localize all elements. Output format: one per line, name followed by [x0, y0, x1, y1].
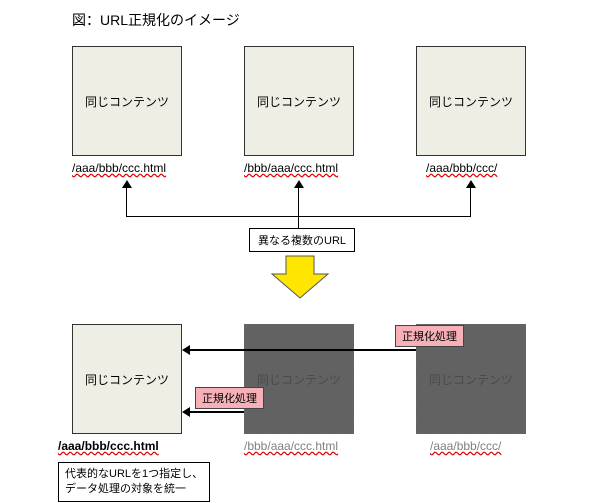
top-box-1-label: 同じコンテンツ [85, 93, 169, 110]
bottom-box-2-label: 同じコンテンツ [257, 371, 341, 388]
process-label-2: 正規化処理 [195, 387, 264, 409]
arrow1-head [182, 407, 190, 417]
line-v-center [298, 216, 299, 228]
top-box-3-label: 同じコンテンツ [429, 93, 513, 110]
bottom-box-1-label: 同じコンテンツ [85, 371, 169, 388]
arrow2-head [182, 345, 190, 355]
arrow1-h [190, 411, 244, 413]
bottom-box-1: 同じコンテンツ [72, 324, 182, 434]
diagram-canvas: 図：URL正規化のイメージ 同じコンテンツ /aaa/bbb/ccc.html … [0, 0, 600, 503]
merge-label: 異なる複数のURL [249, 228, 355, 252]
top-box-2-label: 同じコンテンツ [257, 93, 341, 110]
arrow2-h [190, 349, 416, 351]
bottom-caption-1: /aaa/bbb/ccc.html [58, 439, 208, 453]
arrow-up-3 [466, 180, 476, 188]
line-v2 [298, 188, 299, 216]
top-caption-1: /aaa/bbb/ccc.html [72, 161, 202, 175]
big-arrow-icon [270, 254, 330, 300]
top-box-3: 同じコンテンツ [416, 46, 526, 156]
arrow-up-2 [294, 180, 304, 188]
bottom-caption-3: /aaa/bbb/ccc/ [430, 439, 540, 453]
top-caption-2: /bbb/aaa/ccc.html [244, 161, 374, 175]
diagram-title: 図：URL正規化のイメージ [72, 10, 240, 30]
arrow-up-1 [122, 180, 132, 188]
bottom-box-3-label: 同じコンテンツ [429, 371, 513, 388]
top-box-2: 同じコンテンツ [244, 46, 354, 156]
bottom-box-2: 同じコンテンツ [244, 324, 354, 434]
line-v1 [126, 188, 127, 216]
line-v3 [470, 188, 471, 216]
top-box-1: 同じコンテンツ [72, 46, 182, 156]
process-label-1: 正規化処理 [395, 325, 464, 347]
bottom-caption-2: /bbb/aaa/ccc.html [244, 439, 374, 453]
note-box: 代表的なURLを1つ指定し、 データ処理の対象を統一 [58, 462, 210, 502]
top-caption-3: /aaa/bbb/ccc/ [426, 161, 536, 175]
